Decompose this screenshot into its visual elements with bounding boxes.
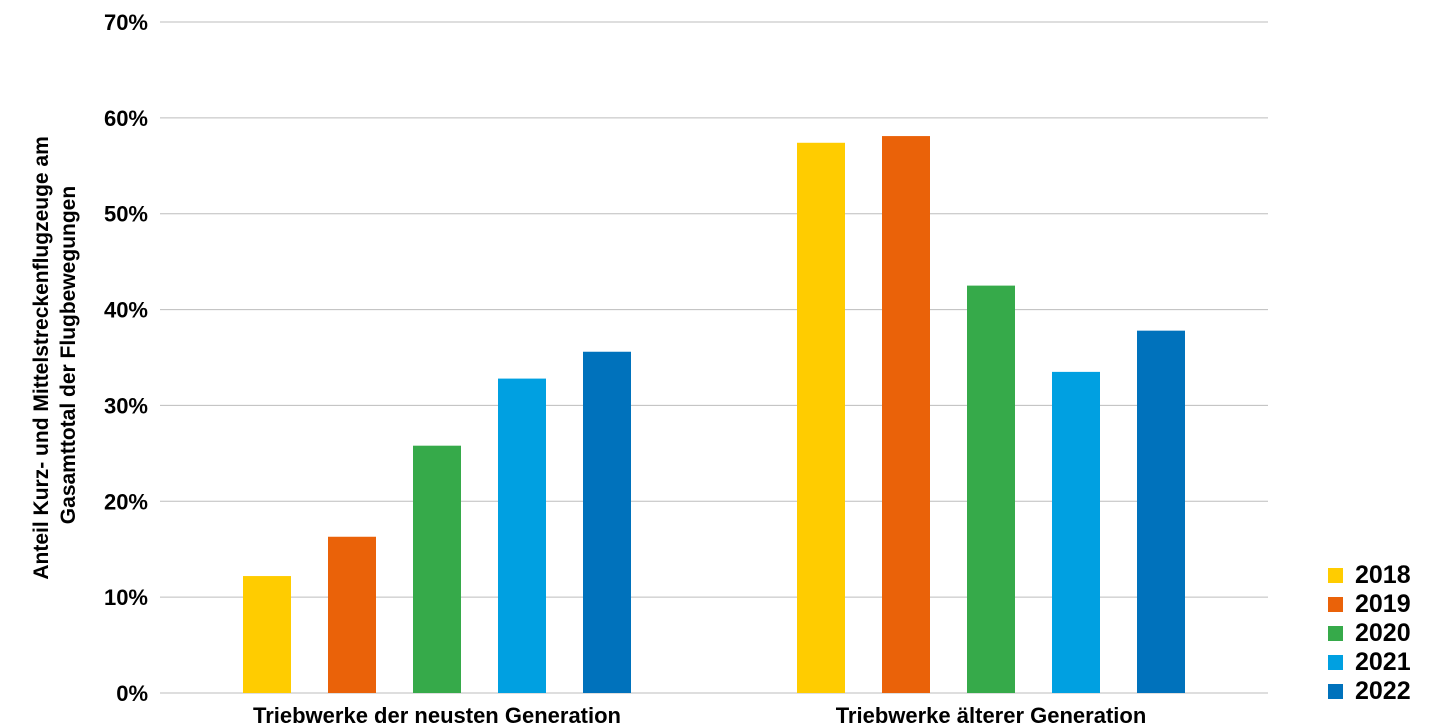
legend-swatch [1328,568,1343,583]
y-tick-label: 60% [104,106,148,131]
y-tick-label: 10% [104,585,148,610]
y-tick-label: 20% [104,489,148,514]
y-tick-label: 50% [104,202,148,227]
legend-label: 2021 [1355,648,1411,676]
bar-2022-aeltere [1137,330,1185,693]
bar-2021-aeltere [1052,371,1100,693]
y-tick-label: 40% [104,298,148,323]
legend-swatch [1328,655,1343,670]
y-tick-label: 0% [116,681,148,706]
legend-swatch [1328,626,1343,641]
bar-2019-aeltere [882,136,930,693]
y-axis-label: Anteil Kurz- und Mittelstreckenflugzeuge… [30,130,80,579]
y-axis-label-line-2: Gasamttotal der Flugbewegungen [57,186,80,524]
x-axis-categories: Triebwerke der neusten Generation Triebwe… [253,703,1146,725]
y-axis-ticks: 0% 10% 20% 30% 40% 50% 60% 70% [104,10,148,706]
y-axis-label-line-1: Anteil Kurz- und Mittelstreckenflugzeuge… [30,136,53,579]
bar-2020-neueste [413,445,461,693]
bar-2021-neueste [498,378,546,693]
bar-2022-neueste [583,351,631,693]
bars [243,136,1185,693]
legend-label: 2019 [1355,590,1411,618]
bar-2019-neueste [328,536,376,693]
legend-label: 2018 [1355,561,1411,589]
legend-label: 2020 [1355,619,1411,647]
gridlines [160,21,1268,694]
bar-2020-aeltere [967,285,1015,693]
bar-2018-aeltere [797,142,845,693]
y-tick-label: 70% [104,10,148,35]
legend-swatch [1328,684,1343,699]
x-category-label: Triebwerke der neusten Generation [253,703,621,725]
x-category-label: Triebwerke älterer Generation [836,703,1147,725]
bar-2018-neueste [243,576,291,693]
y-tick-label: 30% [104,393,148,418]
legend-label: 2022 [1355,677,1411,705]
legend-swatch [1328,597,1343,612]
